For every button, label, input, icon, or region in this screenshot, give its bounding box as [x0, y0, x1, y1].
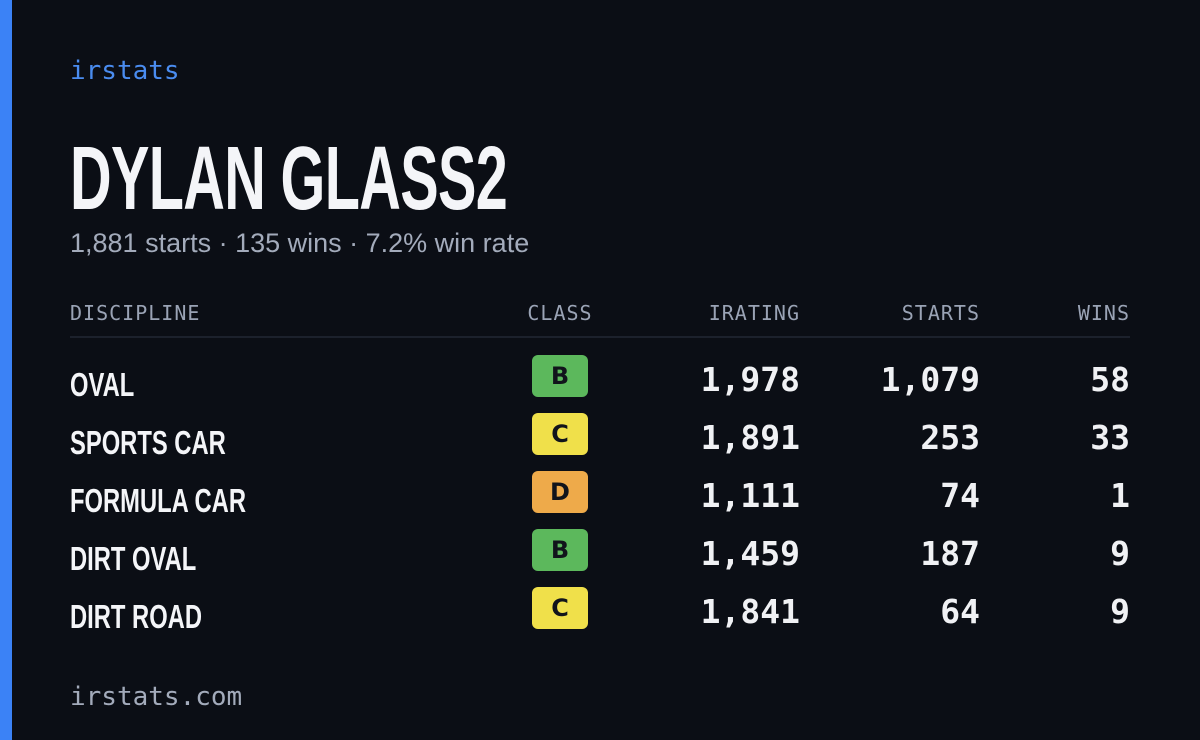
wins: 1 [1110, 476, 1130, 515]
wins: 9 [1110, 534, 1130, 573]
wins: 58 [1090, 360, 1130, 399]
class-badge: B [532, 355, 588, 397]
discipline: DIRT OVAL [70, 540, 197, 577]
column-header: DISCIPLINE [70, 301, 201, 325]
title: DYLAN GLASS2 [70, 129, 508, 229]
irating: 1,459 [700, 534, 800, 573]
class-badge: C [532, 413, 588, 455]
discipline: FORMULA CAR [70, 482, 246, 519]
discipline: SPORTS CAR [70, 424, 226, 461]
starts: 74 [940, 476, 980, 515]
subtitle: 1,881 starts · 135 wins · 7.2% win rate [70, 228, 530, 258]
wins: 9 [1110, 592, 1130, 631]
column-header: IRATING [708, 301, 800, 325]
brand: irstats [70, 56, 180, 86]
class-badge: C [532, 587, 588, 629]
wins: 33 [1090, 418, 1130, 457]
irating: 1,841 [700, 592, 800, 631]
header-rule [70, 336, 1130, 338]
irating: 1,111 [700, 476, 800, 515]
column-header: CLASS [527, 301, 593, 325]
starts: 187 [920, 534, 980, 573]
irating: 1,891 [700, 418, 800, 457]
starts: 64 [940, 592, 980, 631]
discipline: OVAL [70, 366, 135, 403]
accent-bar [0, 0, 12, 740]
class-badge: D [532, 471, 588, 513]
starts: 1,079 [880, 360, 980, 399]
irating: 1,978 [700, 360, 800, 399]
column-header: WINS [1077, 301, 1130, 325]
starts: 253 [920, 418, 980, 457]
class-badge: B [532, 529, 588, 571]
footer: irstats.com [70, 682, 243, 712]
column-header: STARTS [901, 301, 980, 325]
discipline: DIRT ROAD [70, 598, 202, 635]
